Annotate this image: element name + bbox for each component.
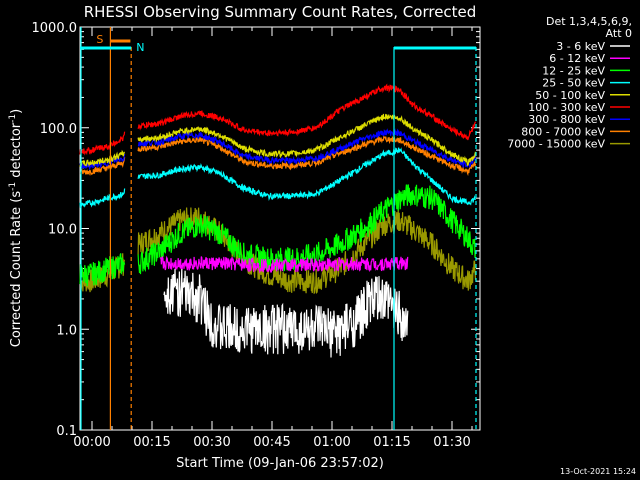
- series-line: [79, 184, 477, 287]
- x-tick-label: 00:15: [133, 435, 170, 450]
- x-tick-label: 00:45: [253, 435, 290, 450]
- chart-title: RHESSI Observing Summary Count Rates, Co…: [84, 3, 477, 21]
- series-line: [163, 268, 409, 358]
- series-line: [79, 83, 477, 156]
- y-tick-label: 0.1: [56, 424, 77, 439]
- legend-entry-label: 7000 - 15000 keV: [507, 138, 605, 151]
- plot-area: 0.1 1.0 10.0 100.0 1000.0 00:00 00:15 00:30 00:4…: [32, 21, 481, 450]
- timestamp: 13-Oct-2021 15:24: [560, 467, 636, 476]
- legend-entry-label: 25 - 50 keV: [542, 77, 605, 90]
- x-tick-label: 01:00: [313, 435, 350, 450]
- y-axis-label: Corrected Count Rate (s-1 detector-1): [8, 109, 24, 347]
- legend-entry-label: 50 - 100 keV: [535, 89, 605, 102]
- x-axis-label: Start Time (09-Jan-06 23:57:02): [176, 456, 384, 471]
- x-tick-label: 01:15: [373, 435, 410, 450]
- night-label: N: [136, 41, 144, 54]
- x-tick-label: 00:30: [193, 435, 230, 450]
- legend-entry-label: 6 - 12 keV: [549, 52, 605, 65]
- legend-header: Det 1,3,4,5,6,9,: [546, 15, 632, 28]
- legend-entry-label: 12 - 25 keV: [542, 64, 605, 77]
- saa-label: S: [96, 33, 103, 46]
- series-line: [79, 147, 477, 208]
- y-tick-label: 1000.0: [32, 21, 78, 36]
- y-tick-label: 100.0: [40, 122, 77, 137]
- legend-entry-label: 800 - 7000 keV: [521, 125, 605, 138]
- series-line: [79, 113, 477, 168]
- legend-entry-label: 300 - 800 keV: [528, 113, 605, 126]
- series-line: [79, 135, 477, 177]
- legend-entry-label: 100 - 300 keV: [528, 101, 605, 114]
- legend-header: Att 0: [606, 27, 632, 40]
- y-tick-label: 1.0: [56, 323, 77, 338]
- y-tick-label: 10.0: [48, 223, 77, 238]
- x-tick-label: 01:30: [433, 435, 470, 450]
- series-line: [79, 207, 477, 295]
- x-tick-label: 00:00: [73, 435, 110, 450]
- series-line: [159, 255, 409, 274]
- legend-entry-label: 3 - 6 keV: [556, 40, 605, 53]
